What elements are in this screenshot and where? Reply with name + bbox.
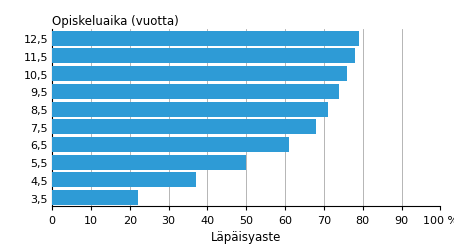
X-axis label: Läpäisyaste: Läpäisyaste bbox=[211, 230, 281, 243]
Bar bbox=[52, 32, 359, 47]
Bar bbox=[52, 190, 138, 205]
Text: Opiskeluaika (vuotta): Opiskeluaika (vuotta) bbox=[52, 15, 179, 28]
Bar bbox=[52, 84, 340, 100]
Bar bbox=[52, 67, 347, 82]
Bar bbox=[52, 102, 328, 117]
Bar bbox=[52, 49, 355, 64]
Bar bbox=[52, 173, 196, 188]
Bar bbox=[52, 120, 316, 135]
Bar bbox=[52, 155, 247, 170]
Bar bbox=[52, 137, 289, 152]
